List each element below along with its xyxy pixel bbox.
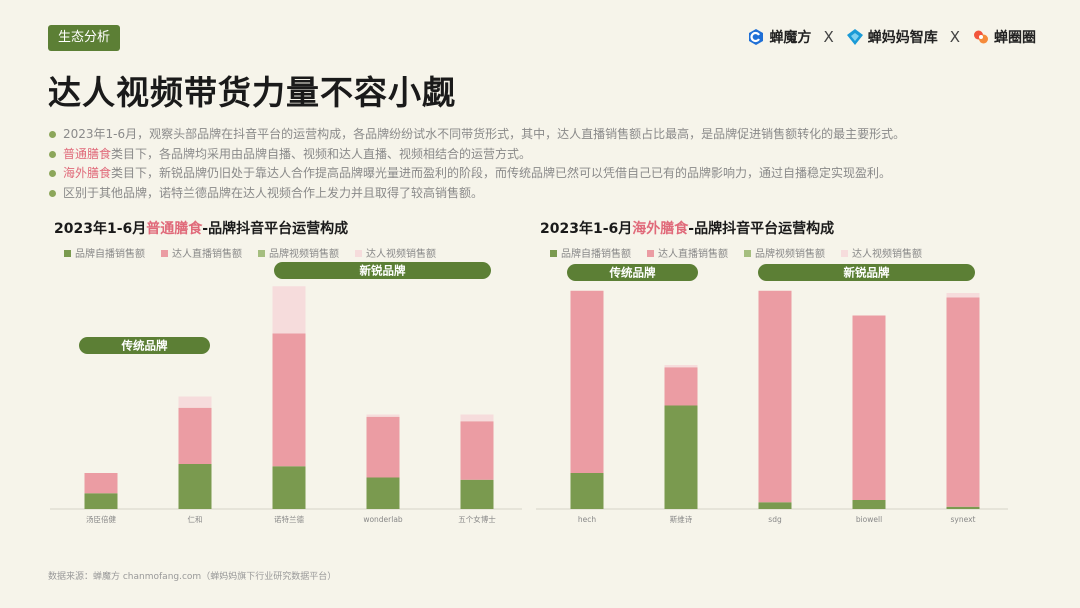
bar-kol-live-1 [178, 407, 212, 464]
group-pill [79, 337, 210, 354]
group-pill-label: 新锐品牌 [844, 266, 890, 280]
x-tick-label: biowell [856, 515, 882, 524]
bar-kol-live-4 [946, 297, 980, 507]
bar-self-live-1 [664, 405, 698, 509]
legend-item-kol-live: 达人直播销售额 [647, 245, 728, 260]
legend-item-brand-video: 品牌视频销售额 [744, 245, 825, 260]
bar-kol-video-1 [178, 396, 212, 408]
bar-self-live-3 [852, 500, 886, 509]
bar-kol-live-1 [664, 367, 698, 406]
chanmama-zhiku-logo-icon [846, 29, 863, 45]
logo-chanquanquan: 蝉圈圈 [972, 27, 1036, 47]
logo-name: 蝉妈妈智库 [867, 30, 938, 46]
bar-kol-live-0 [570, 290, 604, 473]
bar-self-live-1 [178, 464, 212, 509]
bullet-item: 区别于其他品牌，诺特兰德品牌在达人视频合作上发力并且取得了较高销售额。 [48, 184, 1048, 204]
group-pill [567, 264, 698, 281]
legend-item-kol-video: 达人视频销售额 [841, 245, 922, 260]
bar-self-live-2 [758, 502, 792, 509]
group-pill [758, 264, 975, 281]
bar-kol-live-3 [852, 315, 886, 500]
bar-self-live-4 [460, 479, 494, 509]
bar-kol-live-3 [366, 416, 400, 478]
data-source-note: 数据来源：蝉魔方 chanmofang.com（蝉妈妈旗下行业研究数据平台） [48, 572, 337, 582]
legend-item-kol-live: 达人直播销售额 [161, 245, 242, 260]
bar-kol-video-4 [946, 293, 980, 298]
x-tick-label: 斯维诗 [670, 514, 693, 524]
logo-separator: X [949, 28, 960, 46]
chart-right: hech 斯维诗 sdg biowell synext 传统品牌 新锐品牌 [536, 264, 1008, 524]
partner-logos: 蝉魔方 X 蝉妈妈智库 X 蝉圈圈 [747, 27, 1036, 47]
bar-kol-video-1 [664, 365, 698, 368]
bar-self-live-0 [84, 493, 118, 509]
x-tick-label: wonderlab [363, 515, 403, 524]
logo-chanmama-zhiku: 蝉妈妈智库 [846, 27, 938, 47]
bar-kol-video-3 [366, 414, 400, 417]
legend-item-kol-video: 达人视频销售额 [355, 245, 436, 260]
bar-kol-video-2 [272, 286, 306, 334]
bar-kol-live-0 [84, 473, 118, 494]
chanmofang-logo-icon [749, 29, 764, 45]
x-tick-label: synext [951, 515, 976, 524]
x-tick-label: sdg [768, 515, 782, 524]
bar-kol-live-2 [272, 333, 306, 467]
legend-item-self-live: 品牌自播销售额 [550, 245, 631, 260]
bullet-item: 2023年1-6月，观察头部品牌在抖音平台的运营构成，各品牌纷纷试水不同带货形式… [48, 125, 1048, 145]
group-pill-label: 传统品牌 [121, 339, 168, 353]
logo-name: 蝉魔方 [769, 30, 812, 46]
bullet-list: 2023年1-6月，观察头部品牌在抖音平台的运营构成，各品牌纷纷试水不同带货形式… [48, 125, 1048, 203]
x-tick-label: 五个女博士 [458, 514, 496, 524]
x-tick-label: hech [578, 515, 596, 524]
bar-self-live-2 [272, 466, 306, 509]
bar-kol-live-2 [758, 290, 792, 503]
page-title: 达人视频带货力量不容小觑 [48, 73, 456, 112]
logo-name: 蝉圈圈 [994, 30, 1036, 46]
legend-right: 品牌自播销售额 达人直播销售额 品牌视频销售额 达人视频销售额 [550, 245, 922, 260]
bullet-item: 海外膳食类目下，新锐品牌仍旧处于靠达人合作提高品牌曝光量进而盈利的阶段，而传统品… [48, 164, 1048, 184]
legend-item-self-live: 品牌自播销售额 [64, 245, 145, 260]
group-pill [274, 262, 491, 279]
chart-title-right: 2023年1-6月海外膳食-品牌抖音平台运营构成 [540, 221, 835, 237]
legend-item-brand-video: 品牌视频销售额 [258, 245, 339, 260]
chanquanquan-logo-icon [974, 30, 988, 44]
legend-left: 品牌自播销售额 达人直播销售额 品牌视频销售额 达人视频销售额 [64, 245, 436, 260]
bar-kol-video-4 [460, 414, 494, 422]
logo-chanmofang: 蝉魔方 [747, 27, 811, 47]
x-tick-label: 仁和 [188, 514, 203, 524]
chart-left: 汤臣倍健 仁和 诺特兰德 wonderlab 五个女博士 传统品牌 新锐品牌 [50, 262, 522, 524]
x-tick-label: 诺特兰德 [274, 514, 304, 524]
bar-self-live-3 [366, 477, 400, 509]
bar-kol-live-4 [460, 421, 494, 480]
logo-separator: X [823, 28, 834, 46]
section-tag: 生态分析 [48, 25, 121, 51]
bullet-item: 普通膳食类目下，各品牌均采用由品牌自播、视频和达人直播、视频相结合的运营方式。 [48, 145, 1048, 165]
bar-self-live-4 [946, 506, 980, 509]
chart-title-left: 2023年1-6月普通膳食-品牌抖音平台运营构成 [54, 221, 349, 237]
bar-self-live-0 [570, 473, 604, 509]
x-tick-label: 汤臣倍健 [86, 514, 116, 524]
group-pill-label: 新锐品牌 [360, 264, 406, 278]
group-pill-label: 传统品牌 [609, 266, 656, 280]
